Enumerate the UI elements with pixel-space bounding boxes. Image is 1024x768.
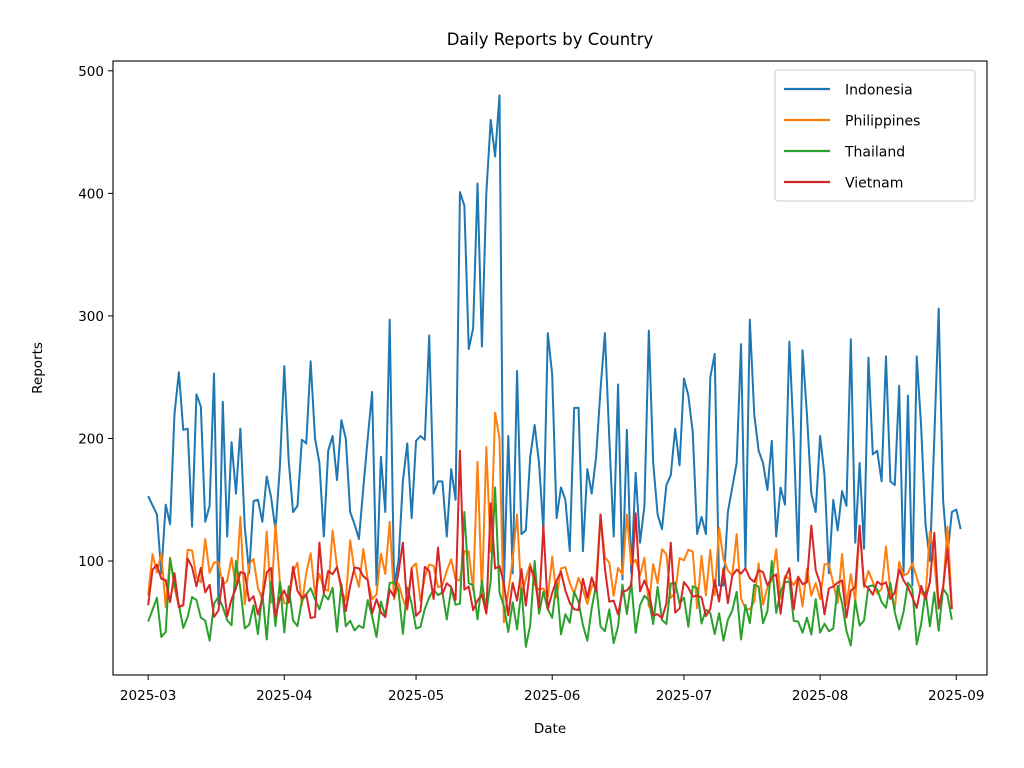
x-tick-label: 2025-04: [256, 688, 312, 704]
y-tick-label: 400: [78, 186, 104, 202]
x-tick-label: 2025-08: [792, 688, 848, 704]
x-tick-label: 2025-09: [928, 688, 984, 704]
x-axis-label: Date: [534, 721, 566, 737]
chart-title: Daily Reports by Country: [447, 30, 654, 49]
legend-label-indonesia: Indonesia: [845, 83, 913, 99]
y-axis-ticks: 100 200 300 400 500: [78, 64, 113, 570]
legend-label-thailand: Thailand: [844, 145, 905, 161]
series-line-vietnam: [147, 449, 953, 620]
y-tick-label: 100: [78, 554, 104, 570]
y-axis-label: Reports: [30, 342, 46, 394]
series-lines: [147, 94, 962, 648]
plot-frame: [112, 60, 988, 676]
x-tick-label: 2025-07: [656, 688, 712, 704]
y-tick-label: 200: [78, 431, 104, 447]
y-tick-label: 300: [78, 309, 104, 325]
legend: Indonesia Philippines Thailand Vietnam: [774, 69, 976, 202]
series-line-indonesia: [147, 94, 962, 605]
legend-label-vietnam: Vietnam: [845, 176, 903, 192]
x-tick-label: 2025-03: [120, 688, 176, 704]
x-tick-label: 2025-06: [524, 688, 580, 704]
x-tick-label: 2025-05: [388, 688, 444, 704]
y-tick-label: 500: [78, 64, 104, 80]
x-axis-ticks: 2025-03 2025-04 2025-05 2025-06 2025-07 2025-…: [120, 675, 984, 704]
series-line-thailand: [147, 486, 953, 648]
legend-box: [774, 69, 976, 202]
legend-label-philippines: Philippines: [845, 114, 920, 130]
